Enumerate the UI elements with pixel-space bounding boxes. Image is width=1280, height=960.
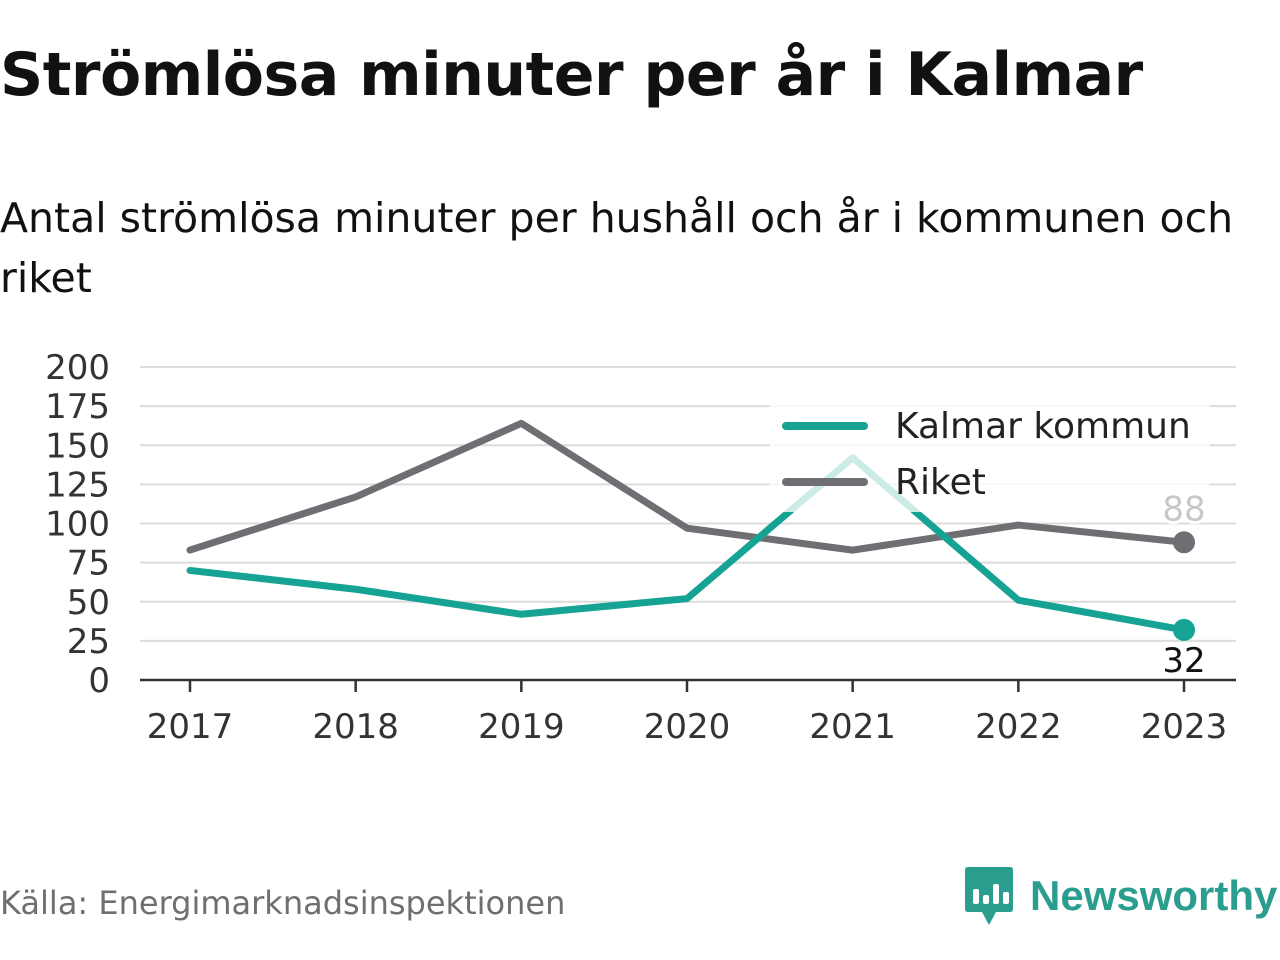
- y-tick-label: 125: [45, 465, 110, 505]
- x-tick-label: 2018: [312, 707, 399, 747]
- series-line-riket: [186, 419, 1188, 554]
- x-tick-label: 2017: [147, 707, 234, 747]
- end-marker-kalmar-kommun: [1173, 618, 1195, 641]
- brand: Newsworthy: [964, 864, 1277, 928]
- series-line-kalmar-kommun: [186, 454, 1188, 634]
- legend-label-riket: Riket: [895, 462, 986, 503]
- newsworthy-logo-icon: [965, 867, 1013, 925]
- y-tick-label: 100: [45, 505, 110, 545]
- end-label-riket: 88: [1162, 489, 1205, 529]
- y-tick-label: 200: [45, 348, 110, 388]
- x-tick-label: 2019: [478, 707, 565, 747]
- legend-background: [770, 400, 1210, 512]
- x-tick-label: 2022: [975, 707, 1062, 747]
- x-tick-label: 2023: [1141, 707, 1228, 747]
- y-tick-label: 150: [45, 426, 110, 466]
- y-tick-label: 75: [67, 544, 110, 584]
- legend: Kalmar kommun Riket: [770, 400, 1210, 512]
- y-tick-label: 0: [88, 661, 110, 701]
- legend-label-kalmar-kommun: Kalmar kommun: [895, 406, 1191, 447]
- x-axis-tick-labels: 2017 2018 2019 2020 2021 2022 2023: [147, 707, 1228, 747]
- y-tick-label: 50: [67, 583, 110, 623]
- end-markers: 32 88: [1159, 486, 1208, 684]
- source-note: Källa: Energimarknadsinspektionen: [0, 884, 566, 922]
- brand-name: Newsworthy: [1030, 872, 1278, 919]
- x-tick-label: 2021: [809, 707, 896, 747]
- chart-title: Strömlösa minuter per år i Kalmar: [0, 40, 1143, 110]
- y-tick-label: 25: [67, 622, 110, 662]
- x-tick-label: 2020: [644, 707, 731, 747]
- series-lines: [186, 419, 1188, 634]
- end-label-kalmar-kommun: 32: [1162, 641, 1205, 681]
- y-tick-label: 175: [45, 387, 110, 427]
- end-marker-riket: [1173, 531, 1195, 554]
- chart-subtitle: Antal strömlösa minuter per hushåll och …: [0, 194, 1234, 302]
- x-axis-ticks: [188, 680, 1186, 692]
- gridlines: [140, 366, 1236, 642]
